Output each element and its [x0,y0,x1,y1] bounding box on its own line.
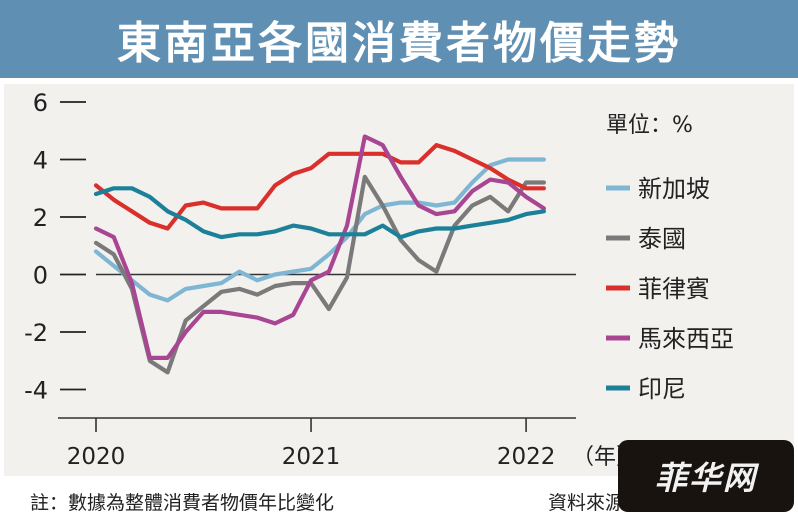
chart-panel: 6 4 2 0 -2 -4 2020 2021 2022 （年） 單位：% 新加坡 泰國 菲律賓 馬來西亞… [4,84,794,476]
series-line [93,157,546,303]
legend-label: 馬來西亞 [638,325,734,353]
source-label: 資料來源 [548,492,625,514]
watermark-logo: 菲华网 [618,440,794,512]
y-tick-label: 4 [33,147,48,175]
watermark-text: 菲华网 [654,459,757,497]
y-tick-label: -2 [24,319,48,347]
y-tick-label: 2 [33,204,48,232]
unit-label: 單位：% [606,113,693,138]
legend-label: 印尼 [638,375,686,403]
title-banner: 東南亞各國消費者物價走勢 [0,0,798,78]
x-tick-label: 2022 [497,444,556,470]
y-tick-label: -4 [24,377,48,405]
chart-title: 東南亞各國消費者物價走勢 [117,18,681,69]
footnote: 註：數據為整體消費者物價年比變化 [30,492,335,514]
y-tick-label: 6 [33,89,48,117]
series-line [93,134,546,360]
x-tick-label: 2020 [67,444,126,470]
x-tick-label: 2021 [282,444,341,470]
series-line [93,143,546,231]
y-tick-label: 0 [33,262,48,290]
series-line [93,186,546,240]
series-line [93,174,546,375]
legend-label: 菲律賓 [638,275,710,303]
legend-label: 新加坡 [638,175,710,203]
legend-label: 泰國 [638,225,686,253]
